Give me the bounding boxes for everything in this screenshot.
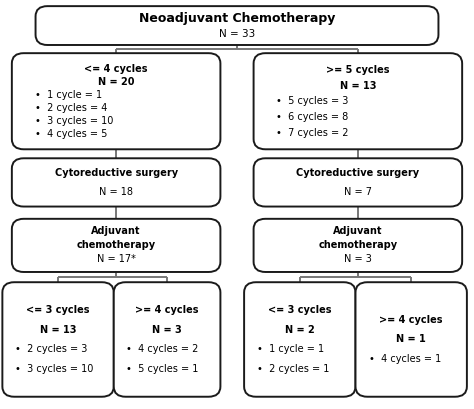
Text: N = 1: N = 1 [396,335,426,344]
Text: Cytoreductive surgery: Cytoreductive surgery [296,168,419,178]
Text: N = 17*: N = 17* [97,254,136,264]
Text: chemotherapy: chemotherapy [77,240,155,250]
Text: >= 4 cycles: >= 4 cycles [380,315,443,325]
Text: N = 13: N = 13 [40,325,76,335]
FancyBboxPatch shape [254,158,462,207]
Text: •  2 cycles = 3: • 2 cycles = 3 [15,344,88,354]
Text: <= 4 cycles: <= 4 cycles [84,64,148,74]
Text: •  5 cycles = 3: • 5 cycles = 3 [276,96,349,106]
Text: •  4 cycles = 1: • 4 cycles = 1 [368,354,441,364]
FancyBboxPatch shape [114,282,220,397]
Text: •  6 cycles = 8: • 6 cycles = 8 [276,112,348,122]
Text: N = 20: N = 20 [98,76,135,87]
Text: Neoadjuvant Chemotherapy: Neoadjuvant Chemotherapy [139,12,335,25]
Text: •  4 cycles = 5: • 4 cycles = 5 [35,129,107,139]
FancyBboxPatch shape [2,282,114,397]
FancyBboxPatch shape [36,6,438,45]
Text: •  1 cycle = 1: • 1 cycle = 1 [257,344,324,354]
Text: N = 7: N = 7 [344,187,372,197]
FancyBboxPatch shape [356,282,467,397]
Text: <= 3 cycles: <= 3 cycles [268,305,331,315]
Text: •  7 cycles = 2: • 7 cycles = 2 [276,128,349,137]
Text: Cytoreductive surgery: Cytoreductive surgery [55,168,178,178]
FancyBboxPatch shape [12,53,220,149]
FancyBboxPatch shape [12,158,220,207]
FancyBboxPatch shape [244,282,356,397]
Text: >= 5 cycles: >= 5 cycles [326,65,390,75]
Text: chemotherapy: chemotherapy [319,240,397,250]
Text: •  4 cycles = 2: • 4 cycles = 2 [126,344,199,354]
Text: •  1 cycle = 1: • 1 cycle = 1 [35,90,102,100]
Text: •  2 cycles = 4: • 2 cycles = 4 [35,103,107,113]
Text: •  2 cycles = 1: • 2 cycles = 1 [257,364,329,374]
Text: N = 33: N = 33 [219,29,255,39]
Text: Adjuvant: Adjuvant [333,227,383,236]
FancyBboxPatch shape [12,219,220,272]
FancyBboxPatch shape [254,219,462,272]
Text: N = 3: N = 3 [152,325,182,335]
Text: •  3 cycles = 10: • 3 cycles = 10 [15,364,94,374]
Text: N = 3: N = 3 [344,254,372,264]
Text: N = 2: N = 2 [285,325,315,335]
FancyBboxPatch shape [254,53,462,149]
Text: •  3 cycles = 10: • 3 cycles = 10 [35,116,113,126]
Text: N = 18: N = 18 [99,187,133,197]
Text: <= 3 cycles: <= 3 cycles [27,305,90,315]
Text: N = 13: N = 13 [339,81,376,90]
Text: •  5 cycles = 1: • 5 cycles = 1 [126,364,199,374]
Text: Adjuvant: Adjuvant [91,227,141,236]
Text: >= 4 cycles: >= 4 cycles [136,305,199,315]
